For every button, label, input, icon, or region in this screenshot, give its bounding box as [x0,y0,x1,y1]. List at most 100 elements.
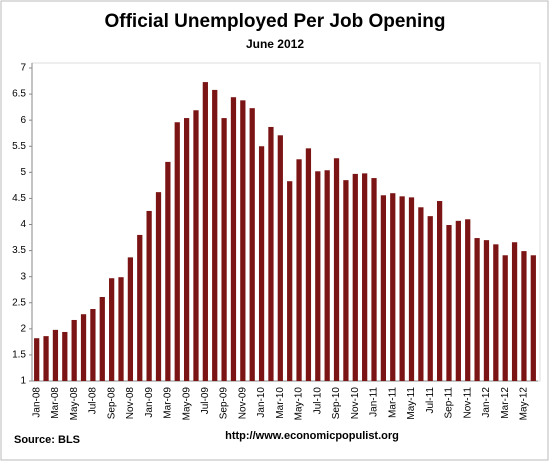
y-tick-label: 7 [20,63,26,74]
x-tick-label: Sep-10 [331,387,342,420]
bar [380,195,387,381]
bar [212,89,218,381]
bar [362,173,368,381]
bar [427,216,433,381]
x-tick-label: May-09 [181,387,192,421]
bar [436,201,443,381]
bar [371,178,377,381]
bar [305,148,312,381]
bar [146,210,152,381]
bar [465,219,471,381]
source: Source: BLS [14,434,80,446]
bar [502,255,508,381]
bar [530,255,536,381]
bar [511,242,518,381]
chart-title: Official Unemployed Per Job Opening [105,11,446,32]
bar [43,336,49,381]
x-tick-label: Nov-08 [125,387,136,420]
bar [165,161,171,381]
bar [155,192,162,381]
y-tick-label: 2.5 [12,297,26,308]
x-tick-label: May-08 [69,387,80,421]
bar [277,135,283,381]
y-tick-label: 1.5 [12,350,26,361]
x-tick-label: Jan-11 [369,387,380,417]
bar [324,170,330,381]
bar [221,118,227,381]
bar [408,197,415,381]
bar [90,309,96,381]
bar [230,97,237,382]
bar [399,196,405,381]
bar [287,181,293,381]
y-tick-label: 6 [20,115,26,126]
x-tick-label: Sep-08 [106,387,117,420]
bar [118,277,124,381]
bar [268,126,274,381]
y-tick-label: 3 [20,271,26,282]
x-tick-label: Jul-10 [312,387,323,415]
bar [418,207,424,381]
url: http://www.economicpopulist.org [225,430,399,442]
chart-subtitle: June 2012 [246,37,304,51]
x-tick-label: Jan-08 [31,387,42,418]
y-tick-label: 3.5 [12,245,26,256]
y-tick-label: 5.5 [12,141,26,152]
y-tick-label: 5 [20,167,26,178]
x-tick-label: Jul-09 [200,387,211,415]
y-tick-label: 1 [20,376,26,387]
x-tick-label: Nov-11 [462,387,473,419]
bar [202,82,208,382]
bar [521,251,527,381]
x-tick-label: Mar-10 [275,387,286,419]
bar [109,278,115,381]
bar [333,158,340,381]
bar [474,238,480,381]
x-tick-label: May-11 [406,387,417,420]
bar [493,244,499,381]
plot-area [31,62,541,382]
x-tick-label: Mar-08 [50,387,61,419]
x-tick-label: Nov-09 [237,387,248,420]
x-tick-label: Sep-11 [444,387,455,419]
bar [343,180,349,381]
bar [352,173,358,381]
bar [174,122,180,382]
x-tick-label: May-10 [294,387,305,421]
y-tick-label: 6.5 [12,89,26,100]
bar [249,108,255,381]
bar [446,225,452,381]
bar [52,329,59,381]
bar [71,319,77,381]
y-tick-label: 2 [20,323,26,334]
bar [127,257,134,381]
bar [193,110,199,381]
x-tick-label: Sep-09 [219,387,230,420]
bar [183,118,190,381]
x-tick-label: Jan-12 [481,387,492,418]
bar [483,240,490,381]
x-tick-label: Nov-10 [350,387,361,420]
bar [99,297,105,381]
bar [258,146,265,381]
bar [62,331,68,381]
x-tick-label: Jan-09 [144,387,155,418]
bar [34,338,40,381]
x-tick-label: Jul-11 [425,387,436,414]
bar [137,234,143,381]
x-tick-label: Mar-11 [387,387,398,418]
y-tick-label: 4 [20,219,26,230]
bar [390,193,396,381]
x-tick-label: Mar-12 [500,387,511,419]
bar [240,100,246,382]
x-tick-label: Jul-08 [88,387,99,415]
x-tick-label: May-12 [519,387,530,421]
x-tick-label: Jan-10 [256,387,267,418]
bar [455,220,461,381]
y-tick-label: 4.5 [12,193,26,204]
bar [315,171,321,381]
x-tick-label: Mar-09 [163,387,174,419]
bar [80,314,87,381]
bar [296,159,302,381]
